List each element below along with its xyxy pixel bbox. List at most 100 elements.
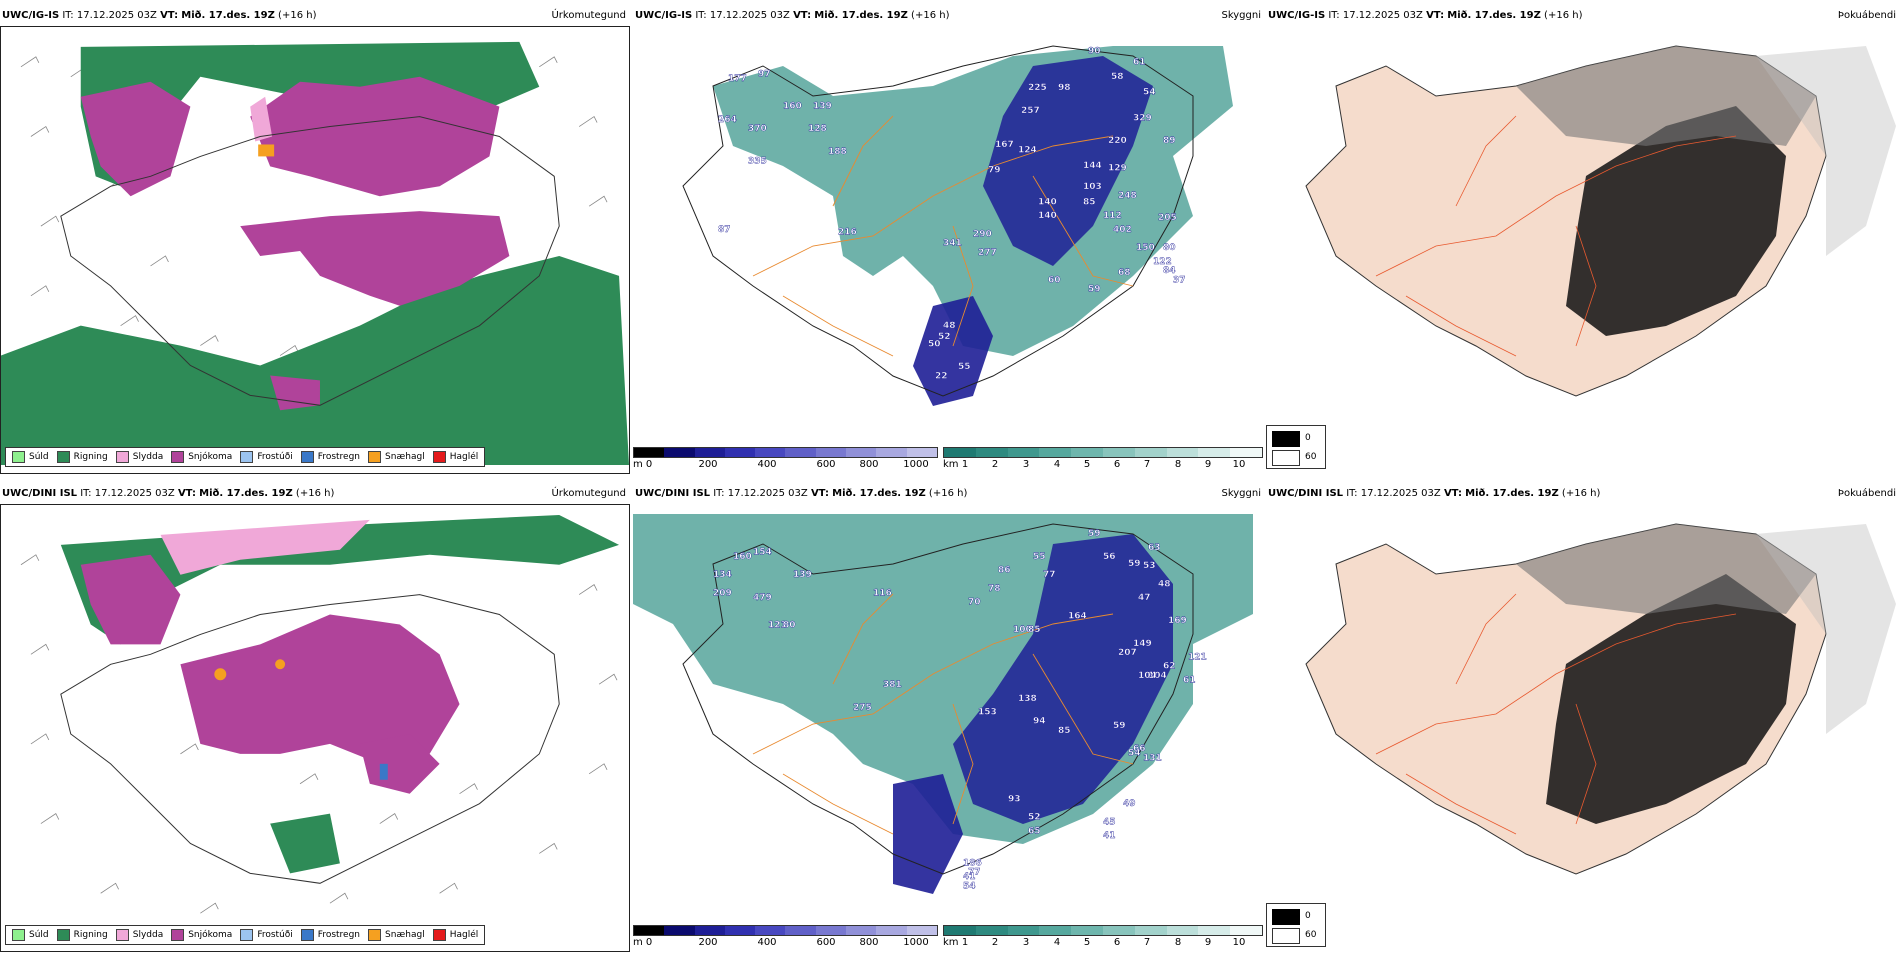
- legend-item-frostregn: Frostregn: [300, 451, 360, 463]
- height-bin: [906, 448, 937, 457]
- graupel-spot: [214, 668, 227, 681]
- it-value: 17.12.2025 03Z: [76, 10, 157, 21]
- height-tick: 400: [757, 937, 777, 948]
- visibility-bin: [1071, 926, 1103, 935]
- visibility-value-label: 85: [1083, 197, 1096, 207]
- fog-dark-east: [1566, 106, 1786, 336]
- height-ticks: m 0 200 400 600 800 1000: [633, 937, 938, 951]
- it-value: 17.12.2025 03Z: [709, 10, 790, 21]
- visibility-value-label: 169: [1168, 616, 1187, 626]
- legend-swatch: [115, 451, 129, 463]
- snow-area-center: [180, 614, 460, 764]
- visibility-value-label: 341: [943, 239, 962, 249]
- visibility-tick: 10: [1232, 937, 1246, 948]
- legend-item-snjokoma: Snjókoma: [171, 451, 232, 463]
- visibility-value-label: 160: [783, 101, 802, 111]
- fog-legend-low-label: 0: [1305, 433, 1311, 443]
- lead-time: (+16 h): [1561, 488, 1601, 499]
- fog-offshore-east: [1756, 46, 1896, 256]
- heavy-visibility-south: [893, 774, 963, 894]
- visibility-value-label: 140: [1038, 197, 1057, 207]
- fog-legend-high-label: 60: [1305, 452, 1317, 462]
- visibility-value-label: 52: [1028, 813, 1041, 823]
- legend-item-frostudi: Frostúði: [240, 929, 293, 941]
- visibility-colorbar: km 1 2 3 4 5 6 7 8 9 10: [943, 447, 1263, 475]
- legend-label: Rigning: [73, 452, 108, 462]
- visibility-value-label: 65: [1028, 826, 1041, 836]
- height-bin: [664, 448, 695, 457]
- road-network: [752, 115, 1134, 357]
- height-tick: 0: [645, 459, 653, 470]
- height-bin: [755, 926, 786, 935]
- legend-label: Rigning: [73, 930, 108, 940]
- visibility-value-label: 167: [995, 140, 1014, 150]
- road-network: [752, 593, 1134, 835]
- visibility-map-svg: 90 58 61 98 54 177 97 160 264 370 335 139 128 188 257 2…: [682, 45, 1233, 406]
- visibility-value-label: 93: [1008, 794, 1021, 804]
- visibility-tick: 10: [1232, 459, 1246, 470]
- fog-legend-white-swatch: [1272, 450, 1300, 466]
- visibility-value-label: 61: [1183, 675, 1196, 685]
- visibility-value-label: 290: [973, 229, 992, 239]
- visibility-value-label: 80: [1163, 243, 1176, 253]
- legend-item-snaehagl: Snæhagl: [368, 929, 425, 941]
- fog-grey-north: [1516, 524, 1816, 614]
- visibility-value-label: 216: [838, 228, 857, 238]
- visibility-value-label: 150: [1136, 243, 1155, 253]
- visibility-value-label: 100: [1013, 625, 1032, 635]
- legend-label: Haglél: [449, 930, 479, 940]
- visibility-value-label: 139: [793, 570, 812, 580]
- visibility-value-label: 188: [828, 147, 847, 157]
- legend-label: Snæhagl: [385, 452, 425, 462]
- legend-swatch: [56, 929, 70, 941]
- height-colorbar: m 0 200 400 600 800 1000: [633, 925, 938, 953]
- visibility-value-label: 84: [1163, 266, 1176, 276]
- visibility-bin: [1230, 448, 1262, 457]
- snow-area-south: [270, 375, 320, 411]
- fog-legend-black-swatch: [1272, 909, 1300, 925]
- legend-swatch: [12, 929, 25, 941]
- fog-legend-white-swatch: [1272, 928, 1300, 944]
- visibility-tick: 7: [1143, 937, 1151, 948]
- height-bin: [785, 926, 816, 935]
- it-value: 17.12.2025 03Z: [1342, 10, 1423, 21]
- graupel-spot: [258, 144, 275, 157]
- it-label: IT:: [695, 10, 707, 21]
- height-bin: [876, 926, 907, 935]
- legend-swatch: [432, 451, 446, 463]
- fog-map-svg: [1305, 523, 1896, 875]
- legend-label: Slydda: [132, 930, 164, 940]
- visibility-tick: 3: [1022, 937, 1030, 948]
- legend-label: Frostúði: [257, 452, 293, 462]
- fog-grey-north: [1516, 46, 1816, 146]
- visibility-tick: 4: [1053, 459, 1061, 470]
- model-name: UWC/DINI ISL: [1268, 488, 1344, 499]
- panel-header: UWC/DINI ISL IT: 17.12.2025 03Z VT: Mið.…: [635, 488, 1263, 504]
- height-tick: 400: [757, 459, 777, 470]
- height-unit: m: [633, 459, 643, 470]
- visibility-bin: [1007, 448, 1040, 457]
- visibility-value-label: 55: [958, 362, 971, 372]
- panel-header: UWC/IG-IS IT: 17.12.2025 03Z VT: Mið. 17…: [635, 10, 1263, 26]
- visibility-tick: 5: [1083, 459, 1091, 470]
- legend-item-rigning: Rigning: [56, 451, 108, 463]
- model-name: UWC/IG-IS: [1268, 10, 1326, 21]
- legend-item-frostudi: Frostúði: [240, 451, 293, 463]
- vt-value: Mið. 17.des. 19Z: [1447, 10, 1541, 21]
- fog-panel: UWC/DINI ISL IT: 17.12.2025 03Z VT: Mið.…: [1266, 488, 1900, 953]
- legend-item-suld: Súld: [12, 929, 49, 941]
- visibility-value-label: 48: [1158, 579, 1171, 589]
- model-name: UWC/DINI ISL: [2, 488, 78, 499]
- visibility-value-label: 116: [873, 589, 892, 599]
- visibility-colorbar-bar: [943, 447, 1263, 458]
- visibility-tick: 2: [991, 937, 999, 948]
- visibility-value-label: 149: [1133, 639, 1152, 649]
- visibility-value-label: 55: [1033, 552, 1046, 562]
- height-bin: [815, 926, 847, 935]
- visibility-value-label: 207: [1118, 648, 1137, 658]
- road-network: [1375, 593, 1737, 835]
- legend-item-rigning: Rigning: [56, 929, 108, 941]
- visibility-bin: [1198, 926, 1231, 935]
- visibility-value-label: 98: [1058, 83, 1071, 93]
- precip-map: Súld Rigning Slydda Snjókoma Frostúði Fr…: [0, 26, 630, 474]
